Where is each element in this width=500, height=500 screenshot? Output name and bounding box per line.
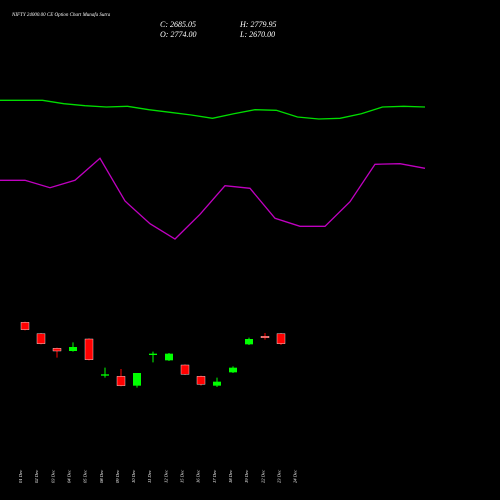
x-tick-label: 22 Dec	[260, 470, 265, 483]
x-tick-label: 23 Dec	[276, 470, 281, 483]
x-tick-label: 09 Dec	[115, 470, 120, 483]
x-tick-label: 18 Dec	[228, 470, 233, 483]
purple-moving-average-line	[0, 157, 426, 240]
candle-body	[84, 338, 94, 360]
plot-area: 01 Dec 02 Dec 03 Dec 04 Dec 05 Dec 08 Dec 09 D…	[0, 99, 426, 483]
x-tick-label: 02 Dec	[34, 470, 39, 483]
candle-body	[260, 336, 270, 338]
candle-body	[196, 376, 206, 385]
open-value: O: 2774.00	[160, 30, 196, 39]
x-tick-label: 12 Dec	[163, 470, 168, 483]
candle-body	[133, 373, 141, 386]
candle-body	[20, 322, 30, 330]
candle-body	[213, 381, 221, 386]
x-tick-label: 03 Dec	[50, 470, 55, 483]
x-tick-label: 19 Dec	[244, 470, 249, 483]
candle-body	[180, 364, 190, 375]
candle-body	[245, 339, 253, 345]
low-value: L: 2670.00	[239, 30, 275, 39]
candle-body	[116, 376, 126, 386]
x-tick-label: 16 Dec	[196, 470, 201, 483]
candle-body	[69, 347, 77, 351]
x-tick-label: 04 Dec	[66, 470, 71, 483]
candle-body	[36, 333, 46, 344]
candle-body	[101, 374, 109, 376]
x-tick-label: 10 Dec	[131, 470, 136, 483]
x-tick-label: 17 Dec	[212, 470, 217, 483]
candle-body	[149, 353, 157, 355]
x-tick-label: 08 Dec	[99, 470, 104, 483]
x-tick-label: 01 Dec	[18, 470, 23, 483]
candle-body	[52, 348, 62, 352]
green-moving-average-line	[0, 99, 426, 120]
x-tick-label: 24 Dec	[293, 470, 298, 483]
x-tick-label: 05 Dec	[83, 470, 88, 483]
candle-body	[276, 333, 286, 344]
candle-body	[165, 353, 173, 361]
chart-title: NIFTY 24000.00 CE Option Chart Munafa Su…	[11, 13, 111, 18]
high-value: H: 2779.95	[239, 20, 276, 29]
x-tick-label: 15 Dec	[180, 470, 185, 483]
close-value: C: 2685.05	[160, 20, 196, 29]
x-tick-label: 11 Dec	[147, 470, 152, 483]
candle-body	[229, 367, 237, 373]
